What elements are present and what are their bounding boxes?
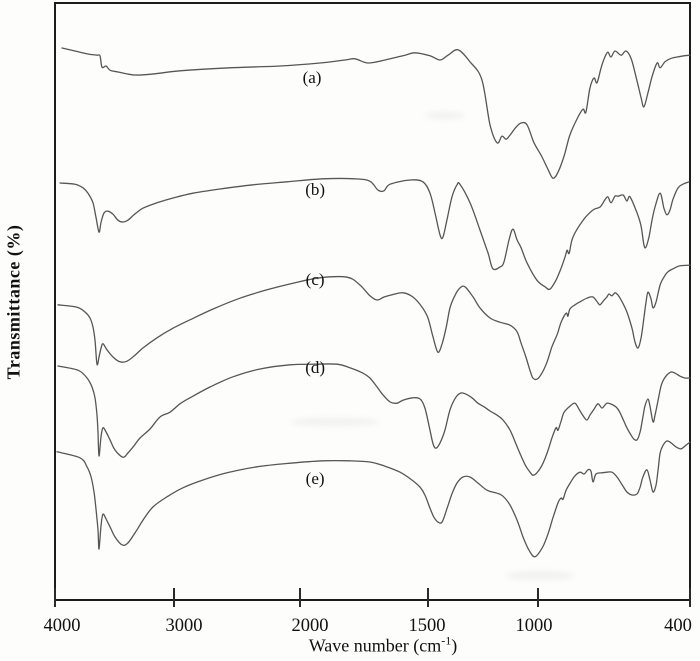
series-label-a: (a) xyxy=(303,68,322,87)
series-label-e: (e) xyxy=(306,469,325,488)
x-tick-label: 400 xyxy=(664,616,692,636)
series-path-e xyxy=(56,440,691,558)
x-axis-title-close: ) xyxy=(451,635,458,656)
series-path-a xyxy=(61,47,691,179)
x-axis-title-text: Wave number (cm xyxy=(308,635,442,656)
x-axis-title: Wave number (cm-1) xyxy=(309,634,458,657)
y-axis-title: Transmittance (%) xyxy=(3,224,24,380)
x-tick-label: 2000 xyxy=(292,616,329,636)
scan-smudge xyxy=(425,112,465,119)
series-path-b xyxy=(59,177,690,291)
x-axis-title-superscript: -1 xyxy=(441,633,452,648)
series-label-d: (d) xyxy=(305,358,325,377)
series-label-c: (c) xyxy=(306,270,325,289)
plot-frame xyxy=(54,2,691,601)
scan-smudge xyxy=(505,571,575,580)
x-tick-label: 4000 xyxy=(44,616,81,636)
series-path-d xyxy=(57,363,691,476)
series-path-c xyxy=(57,264,691,381)
x-tick-label: 1500 xyxy=(409,616,446,636)
scan-smudge xyxy=(290,418,380,426)
x-tick-label: 3000 xyxy=(166,616,203,636)
x-tick-label: 1000 xyxy=(516,616,553,636)
series-label-b: (b) xyxy=(305,180,325,199)
